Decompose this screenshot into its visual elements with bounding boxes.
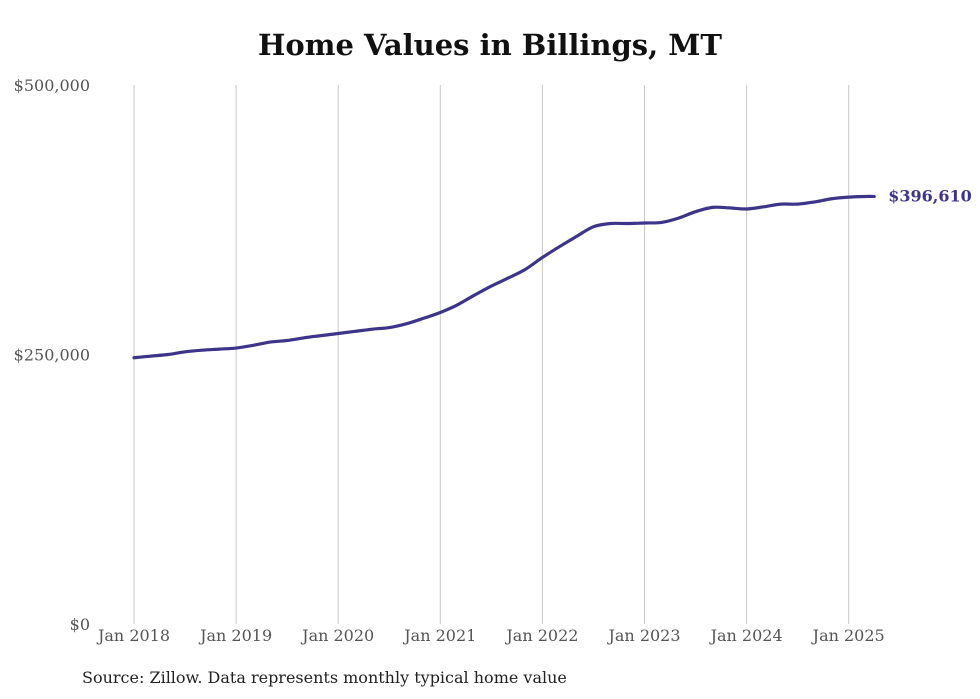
series-layer: $396,610 (132, 186, 972, 360)
x-tick-label: Jan 2019 (198, 626, 272, 645)
y-axis: $0 $250,000 $500,000 (14, 76, 90, 634)
gridlines (133, 85, 850, 624)
chart-title: Home Values in Billings, MT (258, 28, 722, 62)
x-axis: Jan 2018 Jan 2019 Jan 2020 Jan 2021 Jan 2022… (96, 626, 885, 645)
x-tick-label: Jan 2023 (606, 626, 680, 645)
x-tick-label: Jan 2024 (709, 626, 783, 645)
y-tick-label: $0 (70, 615, 90, 634)
source-note: Source: Zillow. Data represents monthly … (82, 668, 567, 687)
x-tick-label: Jan 2020 (300, 626, 374, 645)
x-tick-label: Jan 2021 (402, 626, 476, 645)
x-tick-label: Jan 2022 (504, 626, 578, 645)
y-tick-label: $500,000 (14, 76, 90, 95)
y-tick-label: $250,000 (14, 346, 90, 365)
end-value-label: $396,610 (888, 186, 972, 205)
x-tick-label: Jan 2025 (811, 626, 885, 645)
x-tick-label: Jan 2018 (96, 626, 170, 645)
series-line (132, 194, 876, 360)
